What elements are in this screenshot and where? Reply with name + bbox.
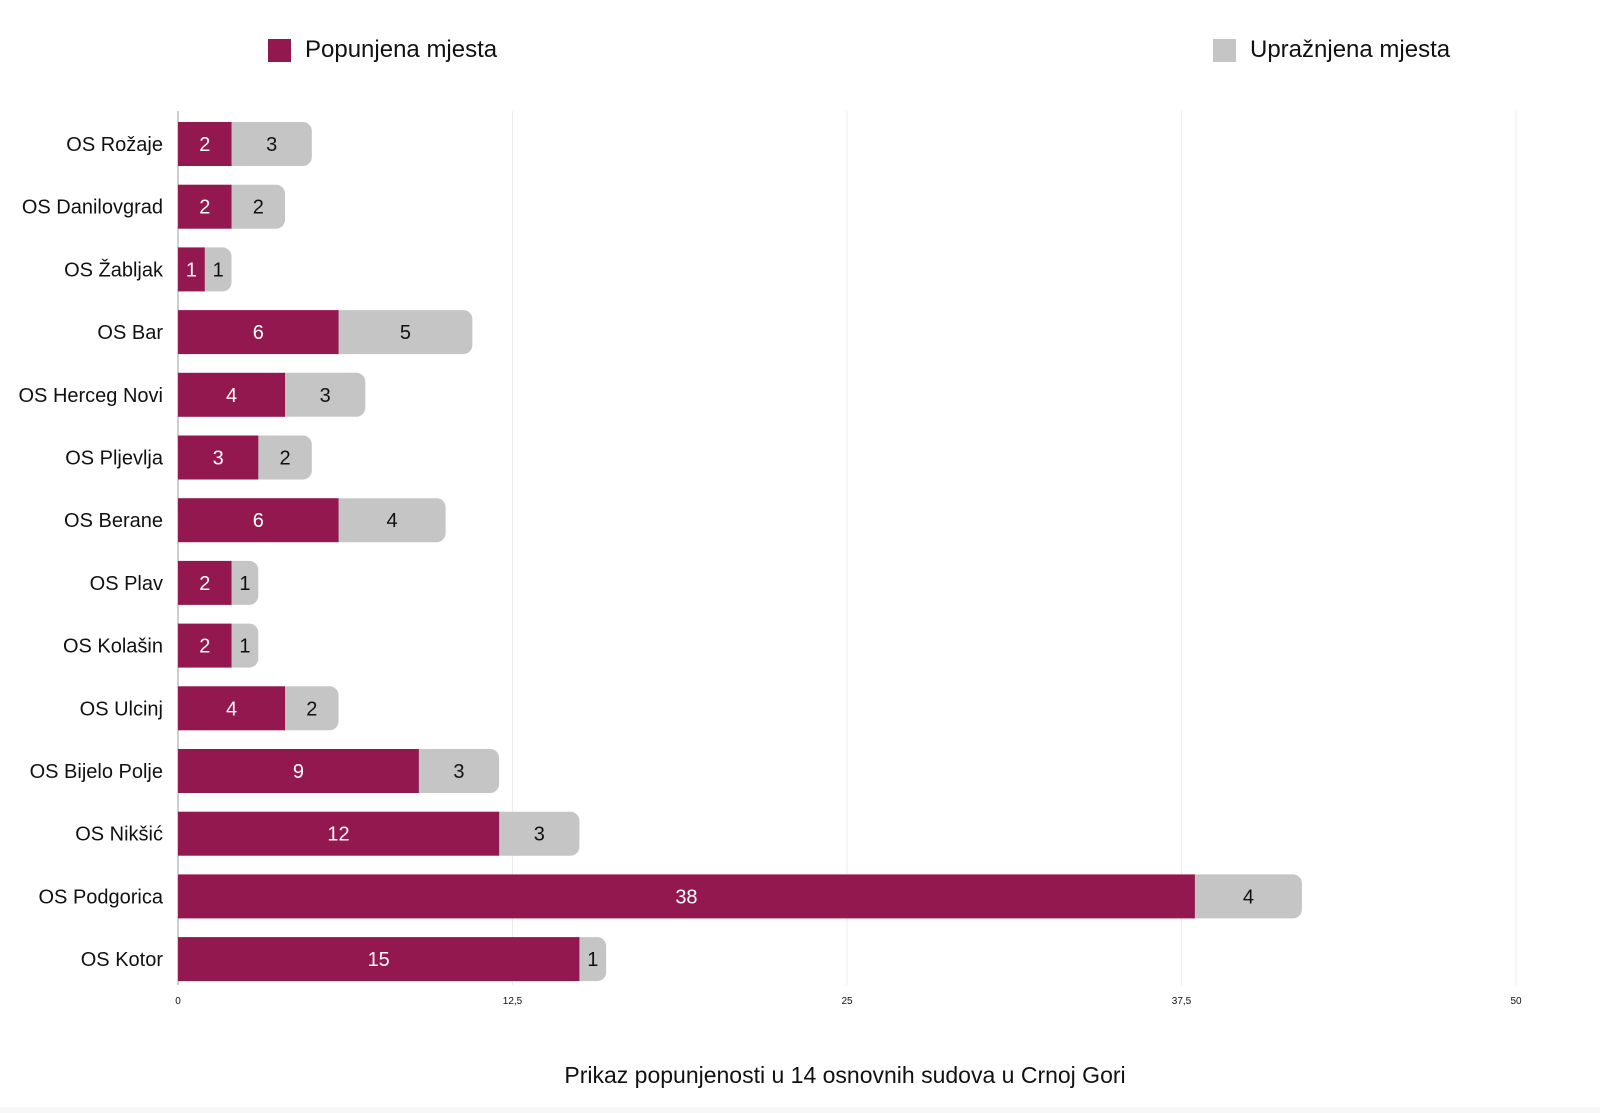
bar-filled-label: 15 — [368, 949, 390, 971]
bar-vacant[interactable] — [222, 122, 312, 166]
category-label: OS Nikšić — [75, 824, 163, 846]
bar-filled-label: 1 — [186, 259, 197, 281]
bar-vacant[interactable] — [329, 498, 446, 543]
bar-filled-label: 6 — [253, 322, 264, 344]
bar-vacant[interactable] — [249, 435, 312, 480]
bar-filled-label: 2 — [199, 134, 210, 156]
bar-filled-label: 9 — [293, 761, 304, 783]
x-tick-label: 25 — [841, 996, 853, 1007]
category-label: OS Berane — [64, 510, 163, 532]
bar-filled-label: 3 — [213, 448, 224, 470]
bar-filled-label: 6 — [253, 510, 264, 532]
category-label: OS Plav — [90, 573, 163, 595]
bar-filled[interactable] — [178, 184, 232, 229]
bar-vacant-label: 4 — [1243, 886, 1254, 908]
bar-filled[interactable] — [178, 749, 419, 793]
bar-filled[interactable] — [178, 310, 339, 355]
bar-filled[interactable] — [178, 811, 500, 856]
bar-vacant[interactable] — [222, 184, 286, 229]
bar-vacant-label: 3 — [320, 385, 331, 407]
x-tick-label: 50 — [1510, 996, 1522, 1007]
bar-vacant-label: 1 — [213, 259, 224, 281]
bar-vacant[interactable] — [276, 372, 366, 417]
category-label: OS Bar — [97, 322, 163, 344]
bar-vacant-label: 1 — [587, 949, 598, 971]
x-tick-label: 12,5 — [503, 996, 523, 1007]
bar-filled[interactable] — [178, 372, 286, 417]
bar-filled[interactable] — [178, 874, 1195, 919]
category-label: OS Ulcinj — [80, 698, 163, 720]
category-label: OS Bijelo Polje — [30, 761, 163, 783]
bar-vacant-label: 2 — [306, 698, 317, 720]
bar-vacant[interactable] — [1185, 874, 1302, 919]
bar-filled-label: 2 — [199, 197, 210, 219]
bar-vacant[interactable] — [409, 749, 500, 793]
bar-filled[interactable] — [178, 937, 580, 982]
bar-vacant-label: 1 — [239, 636, 250, 658]
bar-vacant-label: 3 — [453, 761, 464, 783]
legend-swatch-filled — [268, 38, 291, 62]
category-label: OS Herceg Novi — [19, 385, 164, 407]
x-tick-label: 0 — [175, 996, 181, 1007]
legend-swatch-vacant — [1213, 38, 1236, 62]
bar-filled-label: 2 — [199, 636, 210, 658]
bar-filled-label: 4 — [226, 385, 237, 407]
bar-vacant-label: 5 — [400, 322, 411, 344]
bar-filled-label: 38 — [675, 886, 697, 908]
bar-filled[interactable] — [178, 498, 339, 543]
bar-vacant-label: 2 — [279, 448, 290, 470]
bar-vacant-label: 2 — [253, 197, 264, 219]
category-label: OS Kolašin — [63, 636, 163, 658]
bar-filled[interactable] — [178, 560, 232, 605]
category-label: OS Kotor — [81, 949, 164, 971]
category-label: OS Žabljak — [64, 258, 164, 281]
bar-filled-label: 4 — [226, 698, 237, 720]
bar-filled[interactable] — [178, 686, 286, 731]
bar-filled[interactable] — [178, 247, 205, 292]
bar-vacant-label: 3 — [266, 134, 277, 156]
bar-vacant[interactable] — [329, 310, 473, 355]
x-tick-label: 37,5 — [1172, 996, 1192, 1007]
bar-vacant-label: 1 — [239, 573, 250, 595]
bottom-band — [0, 1107, 1600, 1113]
category-label: OS Podgorica — [38, 886, 163, 908]
bar-filled-label: 2 — [199, 573, 210, 595]
category-label: OS Danilovgrad — [22, 197, 163, 219]
legend-item-filled[interactable]: Popunjena mjesta — [268, 36, 497, 64]
category-label: OS Rožaje — [66, 134, 163, 156]
bar-vacant-label: 3 — [534, 824, 545, 846]
bar-vacant-label: 4 — [387, 510, 398, 532]
legend-label-filled: Popunjena mjesta — [305, 36, 498, 63]
bar-filled[interactable] — [178, 435, 259, 480]
chart-title: Prikaz popunjenosti u 14 osnovnih sudova… — [564, 1062, 1126, 1088]
category-label: OS Pljevlja — [65, 448, 164, 470]
bar-filled[interactable] — [178, 623, 232, 668]
legend-item-vacant[interactable]: Upražnjena mjesta — [1213, 36, 1450, 64]
legend-label-vacant: Upražnjena mjesta — [1250, 36, 1451, 63]
bar-filled[interactable] — [178, 122, 232, 166]
bar-vacant[interactable] — [276, 686, 339, 731]
bar-vacant[interactable] — [490, 811, 580, 856]
bar-filled-label: 12 — [327, 824, 349, 846]
